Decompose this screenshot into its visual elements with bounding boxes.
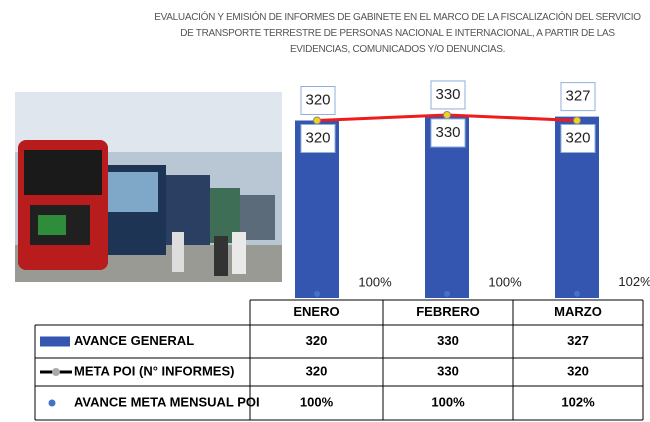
data-label: 330 bbox=[435, 124, 460, 141]
label-box bbox=[300, 86, 336, 116]
table-cell: 327 bbox=[567, 333, 589, 348]
label-box bbox=[300, 124, 336, 154]
table-cell: 320 bbox=[306, 333, 328, 348]
label-box bbox=[560, 124, 596, 154]
table-cell: 100% bbox=[300, 394, 334, 409]
legend-label: AVANCE META MENSUAL POI bbox=[74, 394, 260, 409]
table-cell: 320 bbox=[306, 363, 328, 378]
table-cell: 330 bbox=[437, 363, 459, 378]
data-label: 100% bbox=[358, 274, 392, 289]
data-label: 102% bbox=[618, 274, 650, 289]
legend-key bbox=[48, 399, 56, 407]
label-box bbox=[430, 118, 466, 148]
point bbox=[314, 290, 320, 297]
photo bbox=[15, 92, 282, 282]
table-cell: 320 bbox=[567, 363, 589, 378]
legend-label: META POI (N° INFORMES) bbox=[74, 363, 234, 378]
data-label: 320 bbox=[565, 129, 590, 146]
line-marker bbox=[573, 116, 581, 125]
point bbox=[574, 290, 580, 297]
data-table: ENERO FEBRERO MARZO AVANCE GENERAL 320 330 327… bbox=[34, 299, 644, 421]
line-marker bbox=[313, 116, 321, 125]
table-cell: 102% bbox=[561, 394, 595, 409]
point bbox=[444, 290, 450, 297]
legend-key bbox=[40, 336, 70, 347]
label-box bbox=[560, 82, 596, 112]
line-marker bbox=[443, 110, 451, 119]
data-label: 320 bbox=[305, 129, 330, 146]
data-label: 330 bbox=[435, 86, 460, 103]
label-box bbox=[430, 80, 466, 110]
data-label: 327 bbox=[565, 88, 590, 105]
column-header: MARZO bbox=[554, 304, 602, 319]
data-label: 100% bbox=[488, 274, 522, 289]
legend-label: AVANCE GENERAL bbox=[74, 333, 194, 348]
legend-key-marker bbox=[52, 368, 60, 376]
data-label: 320 bbox=[305, 91, 330, 108]
column-header: FEBRERO bbox=[416, 304, 480, 319]
table-cell: 100% bbox=[431, 394, 465, 409]
chart-title: EVALUACIÓN Y EMISIÓN DE INFORMES DE GABI… bbox=[154, 12, 641, 55]
column-header: ENERO bbox=[293, 304, 339, 319]
table-cell: 330 bbox=[437, 333, 459, 348]
